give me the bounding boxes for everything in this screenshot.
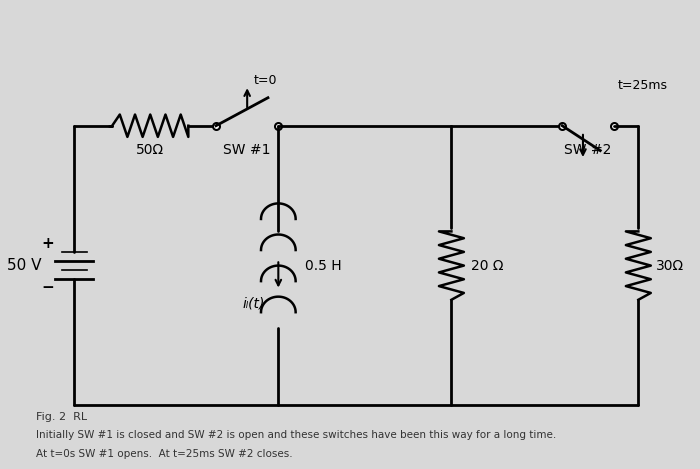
Text: −: − — [41, 280, 54, 295]
Text: t=25ms: t=25ms — [617, 79, 668, 92]
Text: +: + — [41, 236, 54, 251]
Text: iₗ(t): iₗ(t) — [243, 297, 265, 310]
Text: Fig. 2  RL: Fig. 2 RL — [36, 412, 87, 422]
Text: Initially SW #1 is closed and SW #2 is open and these switches have been this wa: Initially SW #1 is closed and SW #2 is o… — [36, 431, 556, 440]
Text: 50 V: 50 V — [7, 258, 41, 273]
Text: SW #1: SW #1 — [223, 143, 271, 157]
Text: SW #2: SW #2 — [564, 143, 612, 157]
Text: At t=0s SW #1 opens.  At t=25ms SW #2 closes.: At t=0s SW #1 opens. At t=25ms SW #2 clo… — [36, 449, 293, 459]
Text: 50Ω: 50Ω — [136, 143, 164, 157]
Text: 20 Ω: 20 Ω — [471, 258, 503, 272]
Text: 30Ω: 30Ω — [656, 258, 684, 272]
Text: t=0: t=0 — [254, 75, 278, 87]
Text: 0.5 H: 0.5 H — [304, 258, 342, 272]
